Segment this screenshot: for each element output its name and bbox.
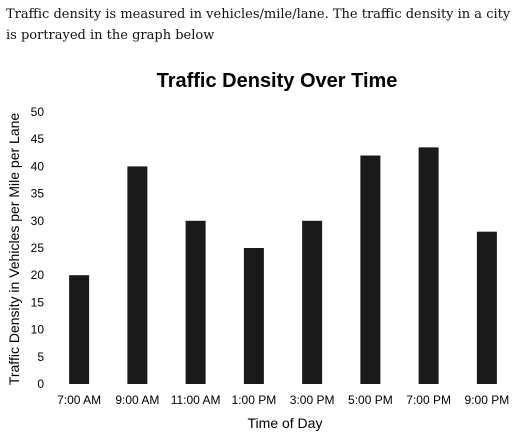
y-tick-label: 30: [31, 214, 45, 228]
intro-text: Traffic density is measured in vehicles/…: [6, 7, 511, 43]
chart-title: Traffic Density Over Time: [157, 70, 398, 92]
bar: [185, 220, 206, 384]
x-tick-label: 7:00 PM: [406, 393, 451, 407]
y-tick-label: 20: [31, 268, 45, 282]
bar: [476, 231, 497, 384]
y-tick-label: 10: [31, 323, 45, 337]
y-tick-label: 15: [31, 295, 45, 309]
bar: [302, 220, 323, 384]
x-tick-label: 5:00 PM: [348, 393, 393, 407]
x-tick-label: 9:00 PM: [465, 393, 510, 407]
x-axis-ticks: 7:00 AM 9:00 AM 11:00 AM 1:00 PM 3:00 PM 5:00…: [57, 393, 509, 407]
y-axis-label: Traffic Density in Vehicles per Mile per…: [6, 113, 22, 386]
y-tick-label: 5: [37, 350, 44, 364]
bars: [69, 147, 497, 384]
y-tick-label: 35: [31, 187, 45, 201]
y-tick-label: 0: [37, 377, 44, 391]
x-axis-label: Time of Day: [248, 415, 323, 431]
x-tick-label: 11:00 AM: [171, 393, 221, 407]
bar: [360, 155, 381, 384]
bar: [127, 166, 148, 384]
bar: [418, 147, 439, 384]
y-axis-ticks: 0 5 10 15 20 25 30 35 40 45 50: [31, 105, 45, 391]
x-tick-label: 9:00 AM: [115, 393, 159, 407]
y-tick-label: 45: [31, 132, 45, 146]
bar: [243, 248, 264, 384]
x-tick-label: 3:00 PM: [290, 393, 335, 407]
y-tick-label: 40: [31, 159, 45, 173]
x-tick-label: 7:00 AM: [57, 393, 101, 407]
y-tick-label: 25: [31, 241, 45, 255]
x-tick-label: 1:00 PM: [232, 393, 277, 407]
y-tick-label: 50: [31, 105, 45, 119]
bar: [69, 275, 90, 384]
